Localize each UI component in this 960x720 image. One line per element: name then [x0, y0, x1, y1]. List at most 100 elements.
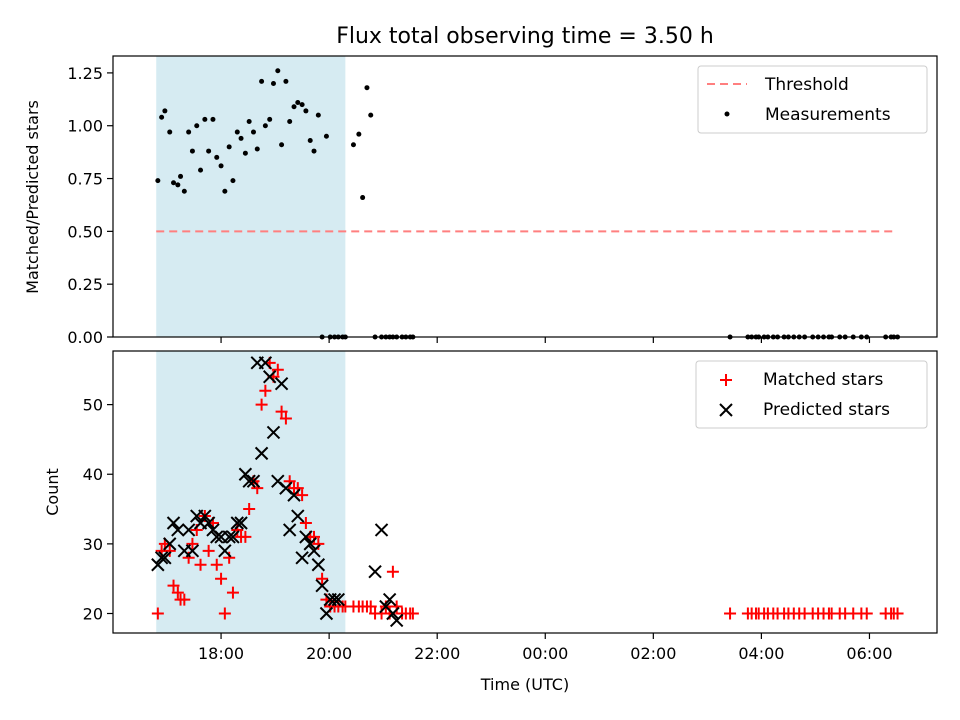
- top-legend: Threshold Measurements: [697, 65, 928, 134]
- predicted-star-marker: [299, 530, 313, 544]
- predicted-star-marker: [282, 523, 297, 537]
- measurement-point: [295, 99, 301, 105]
- predicted-star-marker: [218, 544, 232, 558]
- bottom-plot: 20 30 40 50 18:00 20:00 22:00 00:00 02:00 04:00 0…: [43, 350, 938, 694]
- predicted-star-marker: [171, 523, 185, 537]
- matched-star-marker: [210, 558, 223, 571]
- matched-star-marker: [255, 398, 268, 411]
- measurement-point: [307, 138, 313, 144]
- bottom-x-ticks: 18:00 20:00 22:00 00:00 02:00 04:00 06:00: [198, 633, 893, 663]
- predicted-star-marker: [226, 530, 240, 544]
- measurement-point: [210, 116, 216, 122]
- measurement-point: [186, 129, 192, 135]
- matched-star-marker: [226, 586, 239, 599]
- matched-star-marker: [194, 558, 207, 571]
- matched-star-marker: [386, 565, 399, 578]
- predicted-star-marker: [198, 509, 212, 523]
- matched-star-marker: [275, 405, 288, 418]
- measurement-point: [230, 178, 236, 184]
- legend-threshold-label: Threshold: [764, 75, 849, 95]
- matched-star-marker: [891, 607, 904, 620]
- x-tick-label: 02:00: [630, 644, 676, 663]
- predicted-star-marker: [258, 356, 273, 370]
- matched-star-marker: [218, 607, 231, 620]
- predicted-star-marker: [303, 537, 317, 551]
- y-tick-label: 40: [83, 465, 103, 484]
- measurement-point: [162, 108, 168, 114]
- measurement-point: [181, 188, 187, 194]
- measurement-point: [242, 150, 248, 156]
- x-tick-label: 20:00: [306, 644, 352, 663]
- matched-star-marker: [202, 544, 215, 557]
- top-legend-box: [697, 65, 928, 134]
- measurement-point: [198, 167, 204, 173]
- predicted-star-marker: [266, 425, 281, 440]
- predicted-star-marker: [319, 606, 334, 621]
- x-tick-label: 18:00: [198, 644, 244, 663]
- predicted-star-marker: [210, 530, 224, 544]
- predicted-star-marker: [287, 488, 301, 502]
- measurement-point: [364, 85, 370, 91]
- measurement-point: [155, 178, 161, 184]
- y-tick-label: 0.25: [67, 275, 103, 294]
- measurement-point: [270, 80, 276, 86]
- matched-star-marker: [151, 607, 164, 620]
- legend-measurements-swatch: [724, 111, 730, 117]
- x-tick-label: 22:00: [414, 644, 460, 663]
- predicted-star-marker: [311, 558, 326, 572]
- predicted-star-marker: [246, 474, 261, 488]
- x-tick-label: 00:00: [522, 644, 568, 663]
- legend-predicted-label: Predicted stars: [763, 400, 890, 420]
- y-tick-label: 50: [83, 396, 103, 415]
- measurement-point: [218, 163, 224, 169]
- x-axis-label: Time (UTC): [480, 675, 569, 694]
- legend-measurements-label: Measurements: [765, 105, 891, 125]
- top-axes-frame: [112, 55, 938, 338]
- predicted-star-marker: [234, 516, 248, 530]
- predicted-star-marker: [222, 530, 236, 544]
- predicted-star-marker: [368, 565, 382, 579]
- matched-star-marker: [167, 579, 180, 592]
- predicted-star-marker: [386, 606, 400, 621]
- chart-title: Flux total observing time = 3.50 h: [336, 24, 714, 49]
- measurement-point: [303, 108, 309, 114]
- measurement-point: [226, 144, 232, 150]
- measurement-point: [299, 102, 305, 108]
- matched-star-marker: [406, 607, 419, 620]
- measurement-point: [291, 104, 297, 110]
- predicted-star-marker: [201, 516, 216, 530]
- y-tick-label: 0.50: [67, 222, 103, 241]
- matched-star-marker: [271, 363, 284, 376]
- matched-star-marker: [316, 572, 329, 585]
- legend-matched-swatch: [720, 374, 732, 386]
- measurement-point: [262, 123, 268, 129]
- bottom-axes-frame: [112, 350, 938, 634]
- matched-star-marker: [215, 572, 228, 585]
- measurement-point: [234, 129, 240, 135]
- measurement-point: [159, 114, 165, 120]
- predicted-star-marker: [181, 523, 196, 537]
- measurement-point: [360, 195, 366, 201]
- bottom-shaded-span: [156, 351, 346, 633]
- measurement-point: [368, 112, 374, 118]
- legend-matched-label: Matched stars: [763, 370, 883, 390]
- measurement-point: [287, 118, 293, 124]
- predicted-star-marker: [295, 551, 309, 565]
- measurement-point: [214, 154, 220, 160]
- top-plot: 0.00 0.25 0.50 0.75 1.00 1.25 Flux total obse…: [23, 24, 938, 347]
- measurement-point: [194, 123, 200, 129]
- predicted-star-marker: [307, 544, 321, 558]
- matched-star-marker: [299, 516, 312, 529]
- matched-star-marker: [279, 412, 292, 425]
- predicted-star-marker: [242, 474, 256, 488]
- measurement-point: [254, 146, 260, 152]
- predicted-star-marker: [291, 509, 305, 523]
- y-tick-label: 1.00: [67, 117, 103, 136]
- measurement-point: [246, 118, 252, 124]
- measurement-point: [202, 116, 208, 122]
- measurement-point: [323, 133, 329, 139]
- predicted-star-marker: [154, 551, 169, 565]
- matched-star-marker: [239, 530, 252, 543]
- predicted-star-marker: [331, 592, 346, 607]
